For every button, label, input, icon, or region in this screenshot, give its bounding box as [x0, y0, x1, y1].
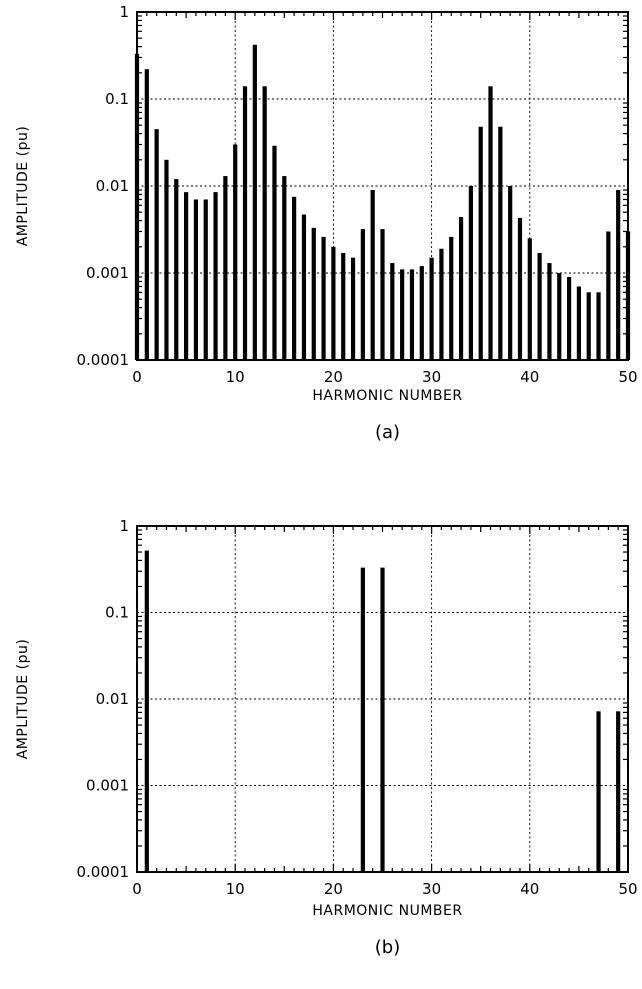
bar-h7 [203, 199, 208, 360]
bar-h21 [341, 252, 346, 360]
plot-frame [136, 525, 629, 873]
bar-h26 [390, 263, 395, 360]
bar-h25 [380, 567, 385, 872]
x-tick-label: 50 [618, 880, 637, 898]
bar-h8 [213, 192, 218, 360]
bar-h28 [409, 269, 415, 360]
bar-h37 [498, 126, 503, 360]
chart-panel-b: 0 10 20 30 40 50 1 0.1 0.01 0.001 0.0001 HARMONIC N… [15, 517, 638, 958]
plot-frame [136, 11, 629, 361]
bar-h16 [292, 196, 297, 360]
bar-h19 [321, 236, 326, 360]
x-tick-label: 20 [324, 368, 343, 386]
bar-h5 [184, 192, 189, 360]
x-tick-label: 40 [520, 880, 539, 898]
y-axis-title: AMPLITUDE (pu) [15, 639, 31, 760]
bar-h33 [458, 217, 464, 360]
bar-h47 [596, 711, 601, 872]
bar-h42 [547, 263, 552, 360]
bar-h25 [380, 229, 385, 360]
bar-h13 [262, 86, 267, 360]
y-tick-label: 0.001 [86, 777, 129, 795]
bar-h2 [154, 129, 159, 360]
bar-h14 [272, 145, 277, 360]
bar-h31 [439, 248, 444, 360]
bar-h12 [252, 44, 257, 360]
bar-h3 [164, 159, 169, 360]
bar-h18 [311, 227, 316, 360]
x-tick-label: 50 [618, 368, 637, 386]
y-axis-title: AMPLITUDE (pu) [15, 126, 31, 247]
bar-h1 [144, 550, 149, 872]
bar-h40 [527, 238, 532, 360]
panel-caption: (b) [375, 937, 400, 958]
bar-h43 [557, 273, 562, 360]
bar-h39 [517, 217, 523, 360]
bar-h49 [616, 189, 621, 360]
bar-h27 [400, 269, 405, 360]
bar-h30 [429, 257, 434, 360]
bar-h22 [350, 257, 356, 360]
bar-h38 [508, 186, 513, 360]
y-tick-label: 0.1 [105, 90, 129, 108]
y-tick-label: 0.0001 [77, 863, 130, 881]
x-tick-label: 40 [520, 368, 539, 386]
bar-h4 [174, 179, 179, 360]
x-axis-title: HARMONIC NUMBER [312, 903, 462, 919]
bar-h6 [193, 199, 199, 360]
bar-h36 [488, 86, 493, 360]
y-tick-label: 1 [119, 517, 129, 535]
y-tick-label: 0.0001 [77, 351, 130, 369]
y-tick-label: 1 [119, 3, 129, 21]
bar-h32 [449, 236, 454, 360]
y-tick-label: 0.1 [105, 604, 129, 622]
bar-h41 [537, 252, 542, 360]
bar-h45 [576, 286, 581, 360]
x-tick-label: 10 [226, 880, 245, 898]
bar-h23 [360, 567, 365, 872]
bar-h29 [419, 266, 424, 360]
bar-h35 [478, 126, 483, 360]
x-tick-label: 0 [132, 368, 142, 386]
x-axis-title: HARMONIC NUMBER [312, 388, 462, 404]
bar-h34 [468, 186, 473, 360]
bar-h49 [616, 711, 621, 872]
chart-panel-a: 0 10 20 30 40 50 1 0.1 0.01 0.001 0.0001 HARMONIC N… [15, 3, 638, 443]
y-tick-label: 0.01 [96, 690, 129, 708]
bar-h20 [331, 246, 336, 360]
x-tick-label: 20 [324, 880, 343, 898]
bar-h9 [223, 176, 228, 360]
x-tick-label: 30 [422, 880, 441, 898]
y-tick-label: 0.001 [86, 264, 129, 282]
bar-h23 [360, 229, 365, 360]
y-tick-label: 0.01 [96, 177, 129, 195]
bar-h15 [282, 176, 287, 360]
bar-h10 [233, 144, 238, 360]
bar-h24 [370, 189, 375, 360]
bar-h44 [566, 276, 572, 360]
bar-h1 [144, 69, 149, 360]
x-tick-label: 0 [132, 880, 142, 898]
panel-caption: (a) [375, 422, 400, 443]
bar-h47 [596, 292, 601, 360]
x-tick-label: 10 [226, 368, 245, 386]
bar-h17 [301, 214, 307, 360]
bar-h11 [242, 86, 248, 360]
x-tick-label: 30 [422, 368, 441, 386]
bar-h48 [606, 231, 611, 360]
bar-h46 [586, 292, 591, 360]
